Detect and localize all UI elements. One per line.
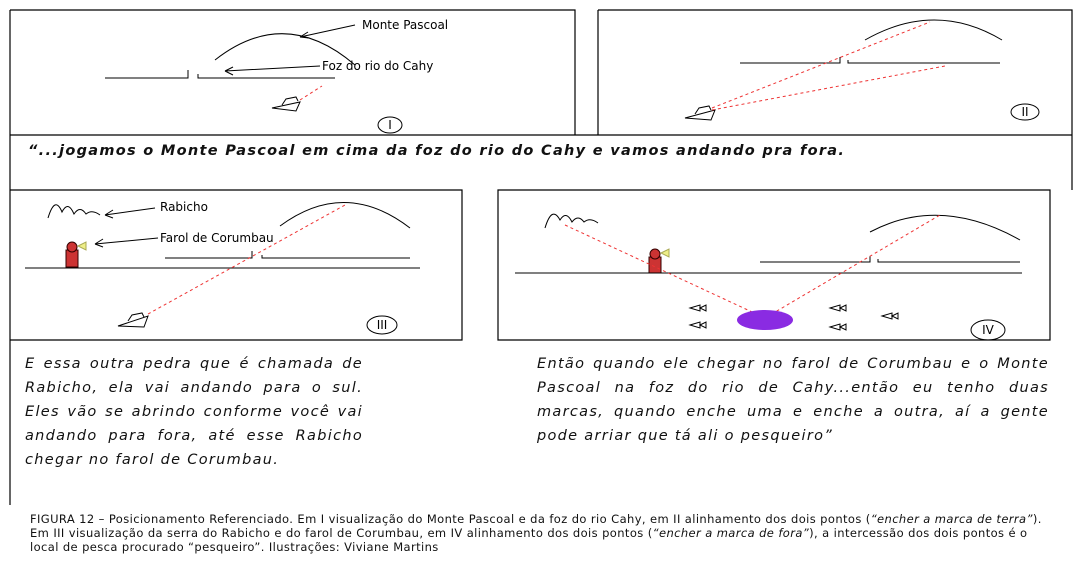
mountain xyxy=(865,20,1002,40)
annotation: Monte Pascoal xyxy=(362,18,448,32)
arrow xyxy=(105,208,155,218)
panel-label: I xyxy=(388,118,392,132)
panel-label: III xyxy=(377,318,388,332)
fish xyxy=(690,305,898,330)
coast xyxy=(760,256,1020,262)
fishing-spot xyxy=(737,310,793,330)
boat xyxy=(685,106,715,120)
sight-line xyxy=(300,86,322,100)
sight-line xyxy=(148,205,345,314)
paragraph: Então quando ele chegar no farol de Coru… xyxy=(537,352,1049,448)
caption-text: “encher a marca de terra” xyxy=(871,512,1033,526)
annotation: Foz do rio do Cahy xyxy=(322,59,433,73)
coast xyxy=(105,70,335,78)
paragraph: E essa outra pedra que é chamada de Rabi… xyxy=(25,352,363,472)
lighthouse xyxy=(649,249,669,273)
quote: “...jogamos o Monte Pascoal em cima da f… xyxy=(28,142,1028,161)
sight-line xyxy=(712,22,945,110)
panel-label: IV xyxy=(982,323,995,337)
caption-text: “encher a marca de fora” xyxy=(653,526,810,540)
mountain xyxy=(280,202,410,228)
coast xyxy=(740,57,1000,63)
boat xyxy=(118,313,148,327)
rabicho xyxy=(545,214,598,228)
lighthouse xyxy=(66,242,86,267)
page: Monte Pascoal Foz do rio do Cahy I II Ra… xyxy=(0,0,1083,572)
caption-text: FIGURA 12 – Posicionamento Referenciado.… xyxy=(30,512,871,526)
figure: Monte Pascoal Foz do rio do Cahy I II Ra… xyxy=(0,0,1083,572)
arrow xyxy=(300,25,355,38)
panel-label: II xyxy=(1021,105,1028,119)
mountain xyxy=(870,215,1020,240)
boat xyxy=(272,97,300,111)
sight-line xyxy=(565,215,940,318)
caption: FIGURA 12 – Posicionamento Referenciado.… xyxy=(30,512,1060,554)
rabicho xyxy=(48,205,100,218)
annotation: Farol de Corumbau xyxy=(160,231,274,245)
coast xyxy=(165,251,410,258)
arrow xyxy=(95,238,158,247)
annotation: Rabicho xyxy=(160,200,208,214)
arrow xyxy=(225,66,320,75)
